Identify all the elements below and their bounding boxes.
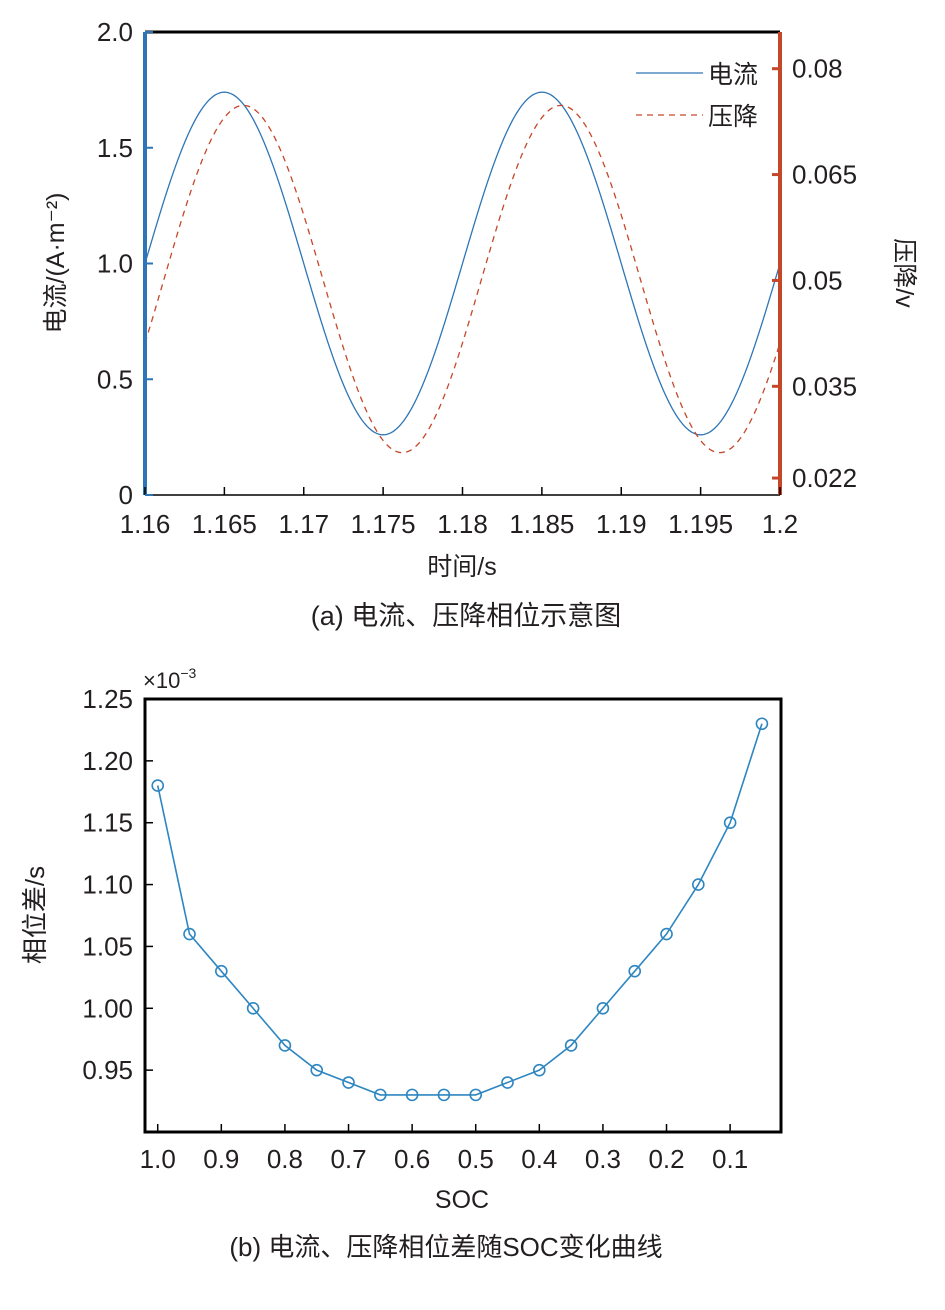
chart-b-point [533,1063,546,1077]
chart-b-ytick-label: 1.05 [82,931,133,961]
chart-b-point [405,1088,419,1102]
chart-b-point [246,1001,260,1015]
chart-a-y2tick-label: 0.08 [792,54,843,84]
chart-b-series-layer [151,717,769,1102]
chart-b-xtick-label: 0.1 [712,1144,748,1174]
chart-a-y2tick-label: 0.022 [792,463,857,493]
chart-a-ytick-label: 1.0 [97,249,133,279]
chart-b-multiplier-base: ×10 [143,668,180,693]
chart-b-point [151,779,165,792]
chart-a-xtick-label: 1.19 [596,509,647,539]
chart-a-ytick-label: 2.0 [97,17,133,47]
chart-a: 1.16 1.165 1.17 1.175 1.18 1.185 1.19 1.195 1.2 … [42,17,918,631]
chart-b-point [692,878,705,891]
chart-b-point [215,964,228,978]
chart-a-xtick-label: 1.195 [668,509,733,539]
chart-b-ytick-label: 1.20 [82,746,133,776]
chart-b-point [501,1076,514,1089]
chart-b-point [342,1076,355,1089]
chart-b-point [374,1088,387,1102]
chart-b-ytick-label: 0.95 [82,1055,133,1085]
chart-b-xlabel: SOC [435,1186,489,1214]
chart-a-ytick-label: 0.5 [97,364,133,394]
chart-b-xtick-label: 0.3 [585,1144,621,1174]
chart-b-ytick-label: 1.15 [82,808,133,838]
chart-b-ytick-label: 1.10 [82,870,133,900]
chart-b-xtick-label: 0.7 [330,1144,366,1174]
chart-b-point [723,816,737,830]
chart-a-y2label: 压降/v [890,238,918,308]
chart-b-point [310,1063,324,1077]
chart-a-xtick-label: 1.165 [192,509,257,539]
chart-a-caption: (a) 电流、压降相位示意图 [311,601,622,631]
chart-b-point [628,964,642,978]
chart-b-point [755,717,769,731]
chart-b-xtick-label: 0.9 [203,1144,239,1174]
chart-a-yticks: 0 0.5 1.0 1.5 2.0 [97,17,153,510]
chart-a-legend: 电流 压降 [636,61,758,131]
chart-a-series-voltage [144,104,781,454]
chart-a-xtick-label: 1.2 [762,509,798,539]
chart-a-xticks: 1.16 1.165 1.17 1.175 1.18 1.185 1.19 1.195 1.2 [120,487,798,539]
chart-a-y2tick-label: 0.05 [792,265,843,295]
chart-b-yticks: 0.95 1.00 1.05 1.10 1.15 1.20 1.25 [82,684,153,1085]
chart-b-multiplier-exp: −3 [180,665,196,681]
chart-b-xtick-label: 0.4 [521,1144,557,1174]
chart-b-point [564,1039,578,1052]
chart-a-ytick-label: 1.5 [97,133,133,163]
chart-b-point [278,1039,292,1052]
chart-a-xtick-label: 1.16 [120,509,171,539]
chart-a-ytick-label: 0 [119,480,133,510]
chart-b-point [660,927,673,941]
chart-b-xtick-label: 0.2 [648,1144,684,1174]
legend-voltage-label: 压降 [708,103,758,131]
chart-a-xtick-label: 1.17 [278,509,329,539]
chart-a-xtick-label: 1.18 [437,509,488,539]
chart-a-y2tick-label: 0.035 [792,371,857,401]
chart-a-xtick-label: 1.175 [351,509,416,539]
chart-b-point [183,927,196,941]
chart-b-point [469,1088,483,1102]
chart-b-caption: (b) 电流、压降相位差随SOC变化曲线 [229,1232,662,1262]
chart-b-series-line [156,723,763,1096]
chart-a-y2ticks: 0.022 0.035 0.05 0.065 0.08 [772,54,857,493]
legend-current-label: 电流 [708,61,758,89]
chart-b-frame [143,697,783,1134]
chart-a-series-current [144,91,781,436]
chart-a-y2tick-label: 0.065 [792,160,857,190]
chart-b-multiplier: ×10−3 [143,665,197,693]
chart-b: 1.0 0.9 0.8 0.7 0.6 0.5 0.4 0.3 0.2 0.1 0.95 1.00 1… [20,665,783,1262]
chart-b-xtick-label: 1.0 [140,1144,176,1174]
chart-b-xtick-label: 0.6 [394,1144,430,1174]
chart-b-ytick-label: 1.25 [82,684,133,714]
chart-b-xticks: 1.0 0.9 0.8 0.7 0.6 0.5 0.4 0.3 0.2 0.1 [140,1124,748,1174]
chart-a-series-layer [144,91,781,454]
chart-a-xlabel: 时间/s [427,553,496,581]
chart-b-point [596,1001,610,1015]
chart-a-ylabel: 电流/(A·m⁻²) [42,193,70,334]
chart-b-ytick-label: 1.00 [82,993,133,1023]
chart-b-point [437,1088,451,1102]
chart-b-xtick-label: 0.8 [267,1144,303,1174]
chart-a-xtick-label: 1.185 [509,509,574,539]
chart-b-xtick-label: 0.5 [458,1144,494,1174]
chart-b-ylabel: 相位差/s [20,866,50,964]
